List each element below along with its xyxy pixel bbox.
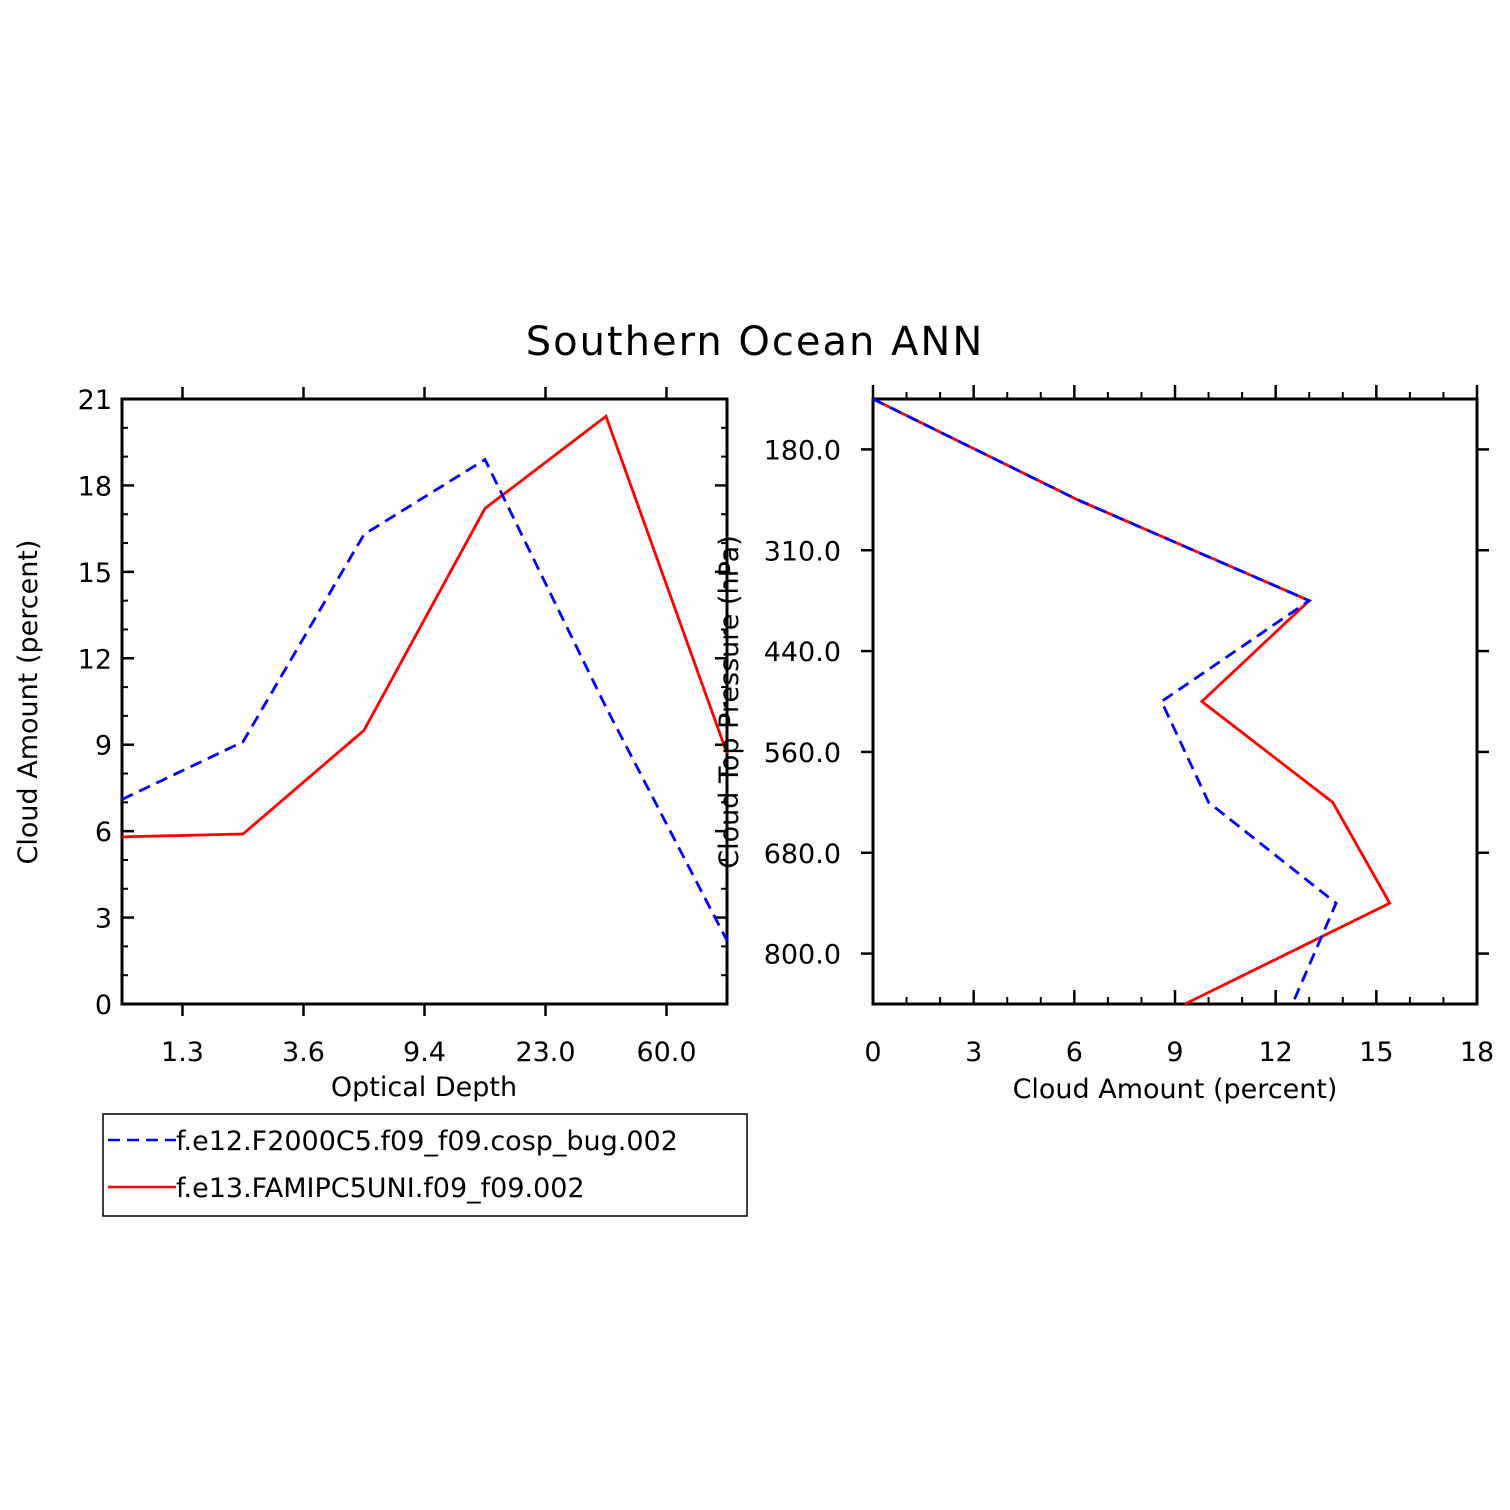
left-x-axis-label: Optical Depth xyxy=(331,1072,517,1103)
right-series-line-0 xyxy=(872,397,1338,1005)
legend-label: f.e13.FAMIPC5UNI.f09_f09.002 xyxy=(176,1173,585,1204)
legend: f.e12.F2000C5.f09_f09.cosp_bug.002 f.e13… xyxy=(102,1113,748,1217)
optical-depth-panel: 0 3 6 9 12 15 18 21 1.3 3.6 9.4 23.0 60.0 Optical De… xyxy=(13,385,729,1103)
right-y-axis-label: Cloud Top Pressure (hPa) xyxy=(714,535,745,869)
left-y-axis-label: Cloud Amount (percent) xyxy=(13,540,44,865)
left-ticks: 0 3 6 9 12 15 18 21 1.3 3.6 9.4 23.0 60.0 xyxy=(78,385,727,1068)
left-series xyxy=(121,414,729,942)
right-x-tick-label: 15 xyxy=(1359,1037,1393,1068)
left-y-tick-label: 12 xyxy=(78,644,112,675)
right-ticks: 0 3 6 9 12 15 18 180.0 310.0 440.0 560.0 680.0 800.0 xyxy=(764,385,1494,1068)
legend-entry: f.e13.FAMIPC5UNI.f09_f09.002 xyxy=(108,1173,585,1204)
right-y-tick-label: 440.0 xyxy=(764,637,841,668)
right-y-tick-label: 800.0 xyxy=(764,940,841,971)
right-x-tick-label: 9 xyxy=(1166,1037,1183,1068)
right-y-tick-label: 560.0 xyxy=(764,738,841,769)
left-y-tick-label: 18 xyxy=(78,471,112,502)
legend-label: f.e12.F2000C5.f09_f09.cosp_bug.002 xyxy=(176,1126,678,1157)
right-x-axis-label: Cloud Amount (percent) xyxy=(1013,1074,1338,1105)
chart-title: Southern Ocean ANN xyxy=(526,319,985,365)
left-series-line-0 xyxy=(121,457,729,942)
right-y-tick-label: 180.0 xyxy=(764,435,841,466)
left-y-tick-label: 0 xyxy=(95,990,112,1021)
left-y-tick-label: 3 xyxy=(95,904,112,935)
left-y-tick-label: 21 xyxy=(78,385,112,416)
right-y-tick-label: 310.0 xyxy=(764,536,841,567)
left-y-tick-label: 15 xyxy=(78,558,112,589)
left-x-tick-label: 60.0 xyxy=(636,1037,696,1068)
cloud-top-pressure-panel: 0 3 6 9 12 15 18 180.0 310.0 440.0 560.0 680.0 800.0… xyxy=(714,385,1494,1105)
left-x-tick-label: 23.0 xyxy=(515,1037,575,1068)
right-x-tick-label: 18 xyxy=(1460,1037,1494,1068)
left-x-tick-label: 3.6 xyxy=(282,1037,325,1068)
left-x-tick-label: 1.3 xyxy=(161,1037,204,1068)
right-x-tick-label: 3 xyxy=(965,1037,982,1068)
left-series-line-1 xyxy=(121,414,729,839)
legend-entry: f.e12.F2000C5.f09_f09.cosp_bug.002 xyxy=(108,1126,678,1157)
right-y-tick-label: 680.0 xyxy=(764,839,841,870)
right-x-tick-label: 12 xyxy=(1258,1037,1292,1068)
right-x-tick-label: 0 xyxy=(864,1037,881,1068)
left-y-tick-label: 9 xyxy=(95,731,112,762)
right-x-tick-label: 6 xyxy=(1066,1037,1083,1068)
left-x-tick-label: 9.4 xyxy=(403,1037,446,1068)
legend-box xyxy=(102,1113,748,1217)
right-series xyxy=(872,397,1392,1006)
left-y-tick-label: 6 xyxy=(95,817,112,848)
